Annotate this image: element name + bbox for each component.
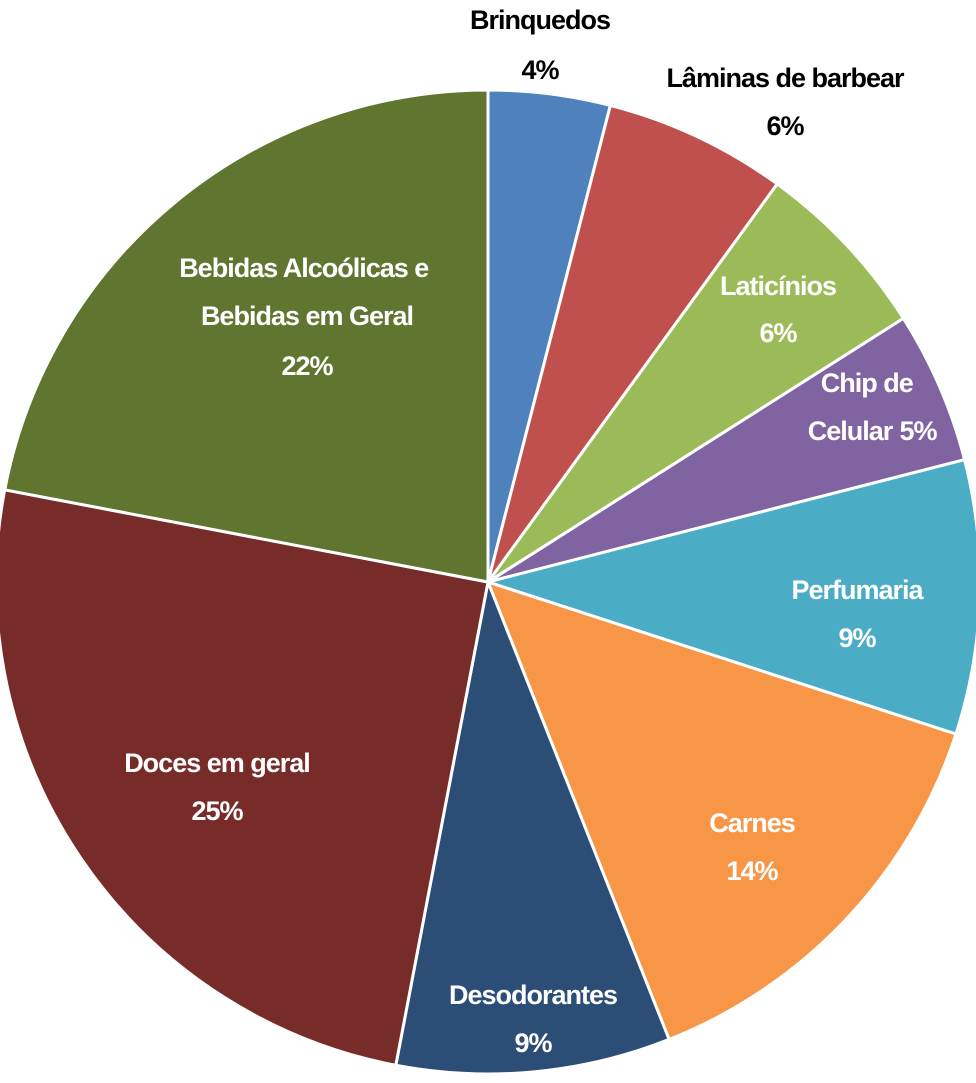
slice-label: Laticínios <box>720 271 836 301</box>
pie-slice <box>482 457 976 736</box>
slice-value-label: 5% <box>899 416 937 446</box>
slice-value-label: 25% <box>191 796 243 826</box>
slice-value-label: 6% <box>759 318 797 348</box>
label-line: Celular <box>808 416 894 446</box>
label-line: Chip de <box>821 368 920 398</box>
slice-value-label: 9% <box>838 623 876 653</box>
slice-value-label: 14% <box>726 856 778 886</box>
label-line: Bebidas em Geral <box>201 301 413 331</box>
pie-slice <box>487 316 967 584</box>
slice-label: Desodorantes <box>449 980 617 1010</box>
slice-label: Carnes <box>709 808 795 838</box>
pie-slice <box>2 88 490 584</box>
pie-slice <box>394 576 672 1076</box>
pie-slice <box>486 181 906 584</box>
slice-value-label: 4% <box>521 55 559 85</box>
pie-slice <box>486 103 780 583</box>
slice-value-label: 6% <box>766 111 804 141</box>
pie-slice <box>485 579 958 1042</box>
pie-slice <box>0 488 490 1068</box>
slice-label: Brinquedos <box>470 5 610 35</box>
slice-label: Doces em geral <box>124 748 310 778</box>
slice-label: Lâminas de barbear <box>666 63 905 93</box>
slice-label: Chip de Celular <box>808 368 920 446</box>
slice-value-label: 22% <box>281 351 333 381</box>
slice-label: Perfumaria <box>791 575 924 605</box>
label-line: Bebidas Alcoólicas e <box>179 253 435 283</box>
slice-label: Bebidas Alcoólicas e Bebidas em Geral <box>179 253 435 331</box>
slice-value-label: 9% <box>514 1028 552 1058</box>
